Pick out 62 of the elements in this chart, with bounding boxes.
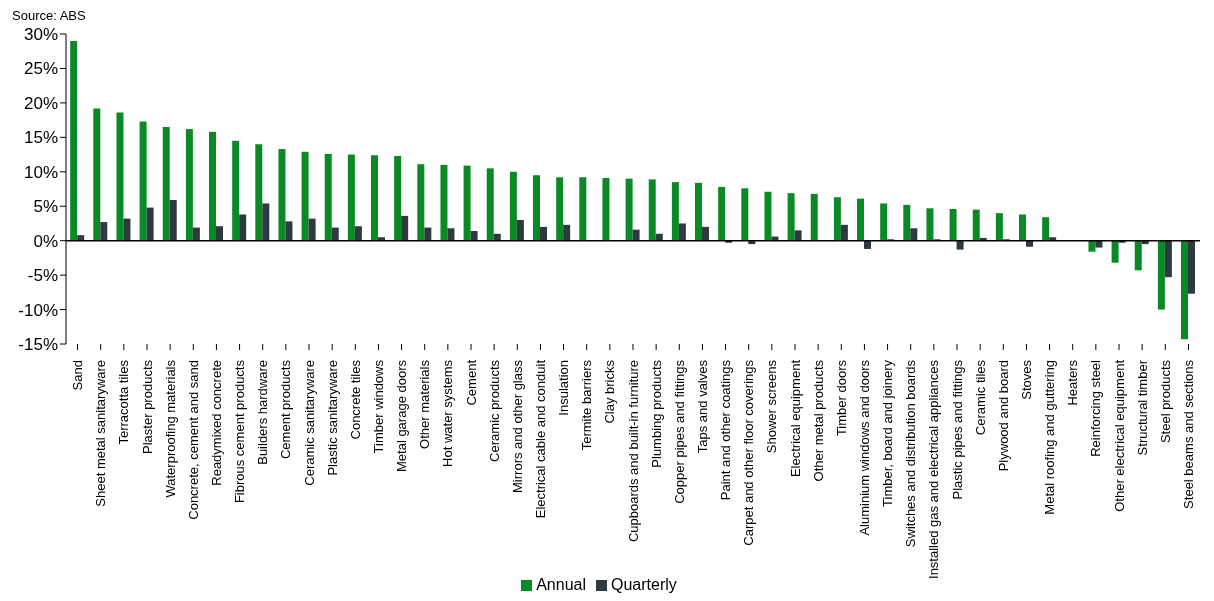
- x-tick-label: Ceramic products: [486, 359, 502, 462]
- x-tick-label: Metal roofing and guttering: [1042, 360, 1058, 515]
- y-tick-label: 30%: [23, 25, 58, 45]
- x-tick-label: Heaters: [1065, 359, 1081, 406]
- x-tick-label: Plaster products: [139, 359, 155, 454]
- x-tick-label: Aluminium windows and doors: [856, 359, 872, 536]
- x-tick-label: Ceramic tiles: [972, 359, 988, 436]
- x-tick-label: Builders hardware: [255, 360, 271, 465]
- x-tick-label: Electrical equipment: [787, 359, 803, 478]
- x-tick-label: Copper pipes and fittings: [671, 359, 687, 504]
- x-tick-label: Stoves: [1018, 359, 1034, 400]
- y-tick-label: -10%: [18, 300, 58, 320]
- x-tick-label: Insulation: [556, 360, 572, 416]
- x-tick-label: Plastic pipes and fittings: [949, 359, 965, 500]
- y-tick-label: 20%: [23, 93, 58, 113]
- source-note: Source: ABS: [12, 8, 86, 23]
- x-tick-label: Other metal products: [810, 359, 826, 482]
- x-tick-label: Plumbing products: [648, 359, 664, 468]
- x-tick-label: Installed gas and electrical appliances: [926, 359, 942, 579]
- x-tick-label: Structural timber: [1134, 359, 1150, 456]
- x-tick-label: Ceramic sanitaryware: [301, 360, 317, 486]
- x-tick-label: Cement: [463, 359, 479, 406]
- y-tick-label: 5%: [33, 197, 58, 217]
- x-tick-label: Hot water systems: [440, 359, 456, 467]
- y-tick-label: 15%: [23, 128, 58, 148]
- x-tick-label: Concrete tiles: [347, 359, 363, 440]
- x-tick-label: Fibrous cement products: [232, 359, 248, 504]
- legend-label: Annual: [536, 576, 587, 593]
- y-tick-label: 0%: [33, 231, 58, 251]
- x-tick-label: Switches and distribution boards: [903, 359, 919, 548]
- x-tick-label: Steel beams and sections: [1180, 359, 1196, 509]
- x-tick-label: Waterproofing materials: [162, 359, 178, 498]
- x-tick-label: Cement products: [278, 359, 294, 459]
- x-tick-label: Taps and valves: [694, 359, 710, 454]
- x-tick-label: Sand: [70, 360, 86, 391]
- x-tick-label: Timber doors: [833, 359, 849, 437]
- x-tick-label: Timber windows: [370, 359, 386, 454]
- x-tick-label: Plywood and board: [995, 360, 1011, 472]
- y-tick-label: 10%: [23, 162, 58, 182]
- x-tick-label: Other electrical equipment: [1111, 359, 1127, 512]
- x-tick-label: Clay bricks: [602, 359, 618, 424]
- x-tick-label: Steel products: [1157, 359, 1173, 444]
- y-tick-label: -5%: [27, 266, 58, 286]
- x-tick-label: Termite barriers: [579, 359, 595, 451]
- x-tick-label: Timber, board and joinery: [880, 359, 896, 507]
- x-tick-label: Plastic sanitaryware: [324, 360, 340, 476]
- x-tick-label: Other materials: [417, 359, 433, 449]
- legend-label: Quarterly: [611, 576, 677, 593]
- x-tick-label: Terracotta tiles: [116, 359, 132, 445]
- x-tick-label: Cupboards and built-in furniture: [625, 360, 641, 543]
- x-tick-label: Paint and other coatings: [718, 359, 734, 501]
- x-tick-label: Metal garage doors: [394, 359, 410, 473]
- x-tick-label: Electrical cable and conduit: [532, 359, 548, 519]
- x-tick-label: Readymixed concrete: [208, 360, 224, 486]
- x-tick-label: Shower screens: [764, 359, 780, 454]
- x-tick-label: Concrete, cement and sand: [185, 360, 201, 520]
- y-tick-label: 25%: [23, 59, 58, 79]
- x-tick-label: Carpet and other floor coverings: [741, 359, 757, 546]
- y-tick-label: -15%: [18, 335, 58, 355]
- x-tick-label: Sheet metal sanitaryware: [93, 360, 109, 507]
- x-tick-label: Reinforcing steel: [1088, 359, 1104, 457]
- x-tick-label: Mirrors and other glass: [509, 359, 525, 493]
